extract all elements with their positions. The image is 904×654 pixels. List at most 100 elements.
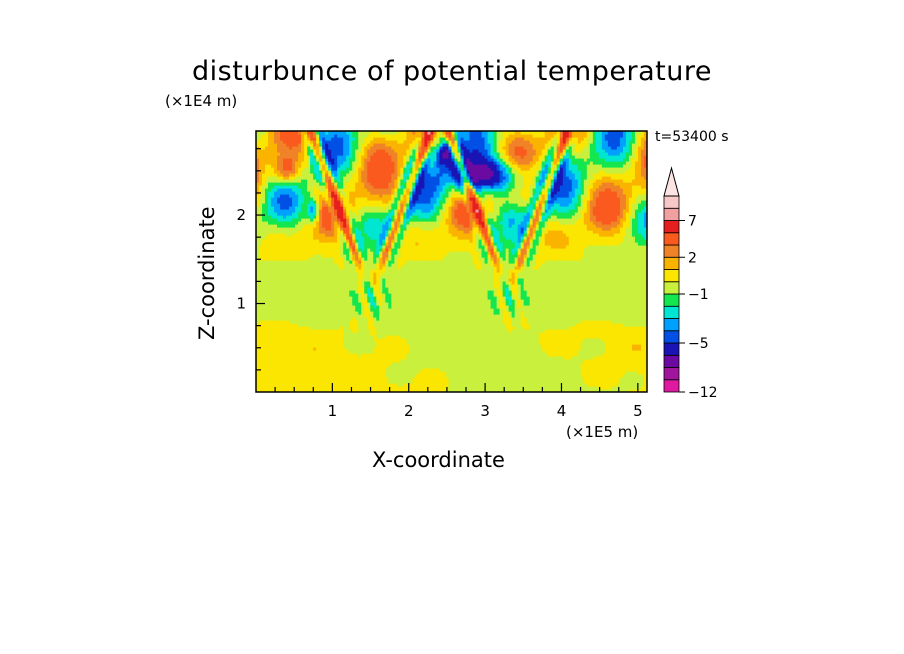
field-cell (316, 317, 320, 321)
field-cell (346, 176, 350, 180)
field-cell (394, 362, 398, 366)
field-cell (337, 200, 341, 204)
field-cell (325, 239, 329, 243)
field-cell (358, 164, 362, 168)
field-cell (352, 365, 356, 369)
field-cell (316, 347, 320, 351)
field-cell (322, 173, 326, 177)
field-cell (259, 143, 263, 147)
field-cell (376, 314, 380, 318)
field-cell (346, 254, 350, 258)
field-cell (262, 179, 266, 183)
field-cell (370, 230, 374, 234)
field-cell (268, 221, 272, 225)
field-cell (352, 260, 356, 264)
field-cell (259, 317, 263, 321)
field-cell (328, 260, 332, 264)
field-cell (358, 365, 362, 369)
field-cell (316, 368, 320, 372)
field-cell (331, 176, 335, 180)
field-cell (337, 140, 341, 144)
field-cell (376, 344, 380, 348)
field-cell (301, 161, 305, 165)
field-cell (289, 224, 293, 228)
field-cell (364, 302, 368, 306)
field-cell (292, 197, 296, 201)
field-cell (367, 329, 371, 333)
field-cell (376, 320, 380, 324)
field-cell (328, 386, 332, 390)
field-cell (355, 383, 359, 387)
field-cell (316, 356, 320, 360)
field-cell (298, 221, 302, 225)
field-cell (370, 317, 374, 321)
field-cell (394, 278, 398, 282)
field-cell (331, 131, 335, 135)
field-cell (376, 368, 380, 372)
field-cell (316, 275, 320, 279)
field-cell (331, 338, 335, 342)
field-cell (304, 236, 308, 240)
field-cell (325, 167, 329, 171)
field-cell (352, 131, 356, 135)
field-cell (268, 194, 272, 198)
field-cell (361, 344, 365, 348)
field-cell (352, 155, 356, 159)
field-cell (382, 320, 386, 324)
field-cell (283, 251, 287, 255)
field-cell (274, 230, 278, 234)
field-cell (364, 389, 368, 392)
field-cell (313, 329, 317, 333)
field-cell (376, 287, 380, 291)
field-cell (391, 182, 395, 186)
field-cell (388, 227, 392, 231)
field-cell (394, 338, 398, 342)
field-cell (322, 344, 326, 348)
field-cell (355, 230, 359, 234)
field-cell (289, 221, 293, 225)
field-cell (268, 242, 272, 246)
field-cell (355, 350, 359, 354)
field-cell (340, 167, 344, 171)
field-cell (367, 263, 371, 267)
field-cell (388, 146, 392, 150)
field-cell (391, 221, 395, 225)
field-cell (304, 257, 308, 261)
field-cell (334, 329, 338, 333)
field-cell (325, 293, 329, 297)
field-cell (286, 143, 290, 147)
field-cell (391, 152, 395, 156)
field-cell (337, 296, 341, 300)
field-cell (355, 224, 359, 228)
field-cell (379, 131, 383, 135)
field-cell (268, 311, 272, 315)
field-cell (292, 278, 296, 282)
field-cell (334, 158, 338, 162)
field-cell (256, 332, 260, 336)
field-cell (331, 161, 335, 165)
field-cell (346, 383, 350, 387)
field-cell (280, 296, 284, 300)
field-cell (256, 350, 260, 354)
field-cell (367, 284, 371, 288)
field-cell (382, 293, 386, 297)
field-cell (277, 194, 281, 198)
field-cell (364, 359, 368, 363)
field-cell (391, 176, 395, 180)
field-cell (334, 215, 338, 219)
field-cell (346, 245, 350, 249)
field-cell (259, 362, 263, 366)
field-cell (256, 299, 260, 303)
field-cell (370, 233, 374, 237)
field-cell (385, 293, 389, 297)
field-cell (388, 176, 392, 180)
field-cell (325, 302, 329, 306)
field-cell (388, 269, 392, 273)
field-cell (367, 218, 371, 222)
field-cell (262, 185, 266, 189)
field-cell (262, 167, 266, 171)
field-cell (379, 239, 383, 243)
field-cell (358, 284, 362, 288)
field-cell (337, 335, 341, 339)
field-cell (358, 227, 362, 231)
